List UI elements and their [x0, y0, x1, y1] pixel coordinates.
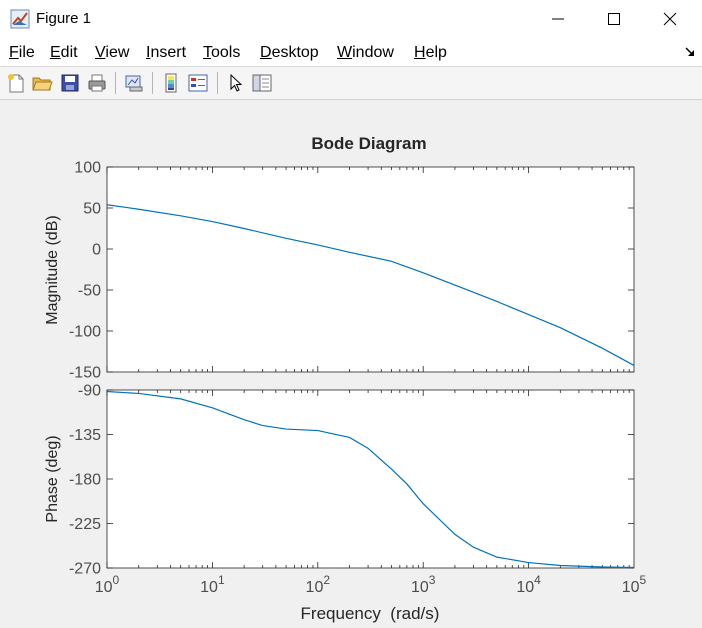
x-axis-label: Frequency (rad/s) — [301, 604, 440, 623]
menu-bar: File Edit View Insert Tools Desktop Wind… — [0, 38, 702, 67]
y-tick-label: 50 — [83, 201, 101, 218]
menu-window[interactable]: Window — [337, 44, 394, 61]
y-tick-label: -225 — [69, 516, 101, 533]
toolbar-separator — [217, 72, 218, 94]
menu-file[interactable]: File — [9, 44, 35, 61]
phase-axes — [106, 389, 635, 569]
bode-plot: Bode Diagram 100 50 0 -50 -100 -150 -90 -135 -1… — [44, 134, 647, 623]
toolbar — [0, 67, 702, 100]
phase-y-tick-labels: -90 -135 -180 -225 -270 — [69, 383, 101, 578]
menu-help[interactable]: Help — [414, 44, 447, 61]
new-figure-icon[interactable] — [5, 72, 27, 94]
phase-series-line — [106, 390, 635, 569]
magnitude-y-axis-label: Magnitude (dB) — [44, 215, 61, 324]
close-button[interactable] — [642, 0, 698, 38]
maximize-button[interactable] — [586, 0, 642, 38]
y-tick-label: -90 — [78, 383, 101, 400]
dock-arrow-icon[interactable] — [684, 46, 696, 58]
x-tick-label: 105 — [622, 573, 647, 596]
menu-insert[interactable]: Insert — [146, 44, 187, 61]
x-tick-labels: 100 101 102 103 104 105 — [95, 573, 647, 596]
minimize-button[interactable] — [530, 0, 586, 38]
open-file-icon[interactable] — [31, 72, 53, 94]
x-tick-label: 101 — [200, 573, 225, 596]
magnitude-axes — [106, 166, 635, 373]
x-tick-label: 103 — [411, 573, 436, 596]
property-inspector-icon[interactable] — [251, 72, 273, 94]
y-tick-label: -135 — [69, 427, 101, 444]
y-tick-label: 100 — [74, 160, 101, 177]
print-icon[interactable] — [86, 72, 108, 94]
y-tick-label: -150 — [69, 365, 101, 382]
y-tick-label: -180 — [69, 472, 101, 489]
x-tick-label: 100 — [95, 573, 120, 596]
maximize-icon — [608, 13, 620, 25]
close-icon — [663, 12, 677, 26]
menu-tools[interactable]: Tools — [203, 44, 241, 61]
magnitude-ticks — [106, 166, 634, 373]
y-tick-label: -270 — [69, 561, 101, 578]
minimize-icon — [552, 18, 564, 20]
x-tick-label: 102 — [306, 573, 331, 596]
magnitude-series-line — [106, 204, 635, 366]
insert-colorbar-icon[interactable] — [160, 72, 182, 94]
matlab-icon — [10, 9, 30, 29]
menu-view[interactable]: View — [95, 44, 130, 61]
insert-legend-icon[interactable] — [187, 72, 209, 94]
toolbar-separator — [115, 72, 116, 94]
y-tick-label: -100 — [69, 324, 101, 341]
menu-desktop[interactable]: Desktop — [260, 44, 319, 61]
menu-edit[interactable]: Edit — [50, 44, 78, 61]
chart-title: Bode Diagram — [311, 134, 426, 153]
phase-y-axis-label: Phase (deg) — [44, 435, 61, 522]
y-tick-label: -50 — [78, 283, 101, 300]
save-icon[interactable] — [59, 72, 81, 94]
toolbar-separator — [152, 72, 153, 94]
y-tick-label: 0 — [92, 242, 101, 259]
magnitude-y-tick-labels: 100 50 0 -50 -100 -150 — [69, 160, 101, 382]
title-bar: Figure 1 — [0, 0, 702, 38]
link-plot-icon[interactable] — [123, 72, 145, 94]
x-tick-label: 104 — [516, 573, 541, 596]
phase-ticks — [106, 389, 634, 569]
edit-plot-icon[interactable] — [225, 72, 247, 94]
window-title: Figure 1 — [36, 10, 92, 27]
